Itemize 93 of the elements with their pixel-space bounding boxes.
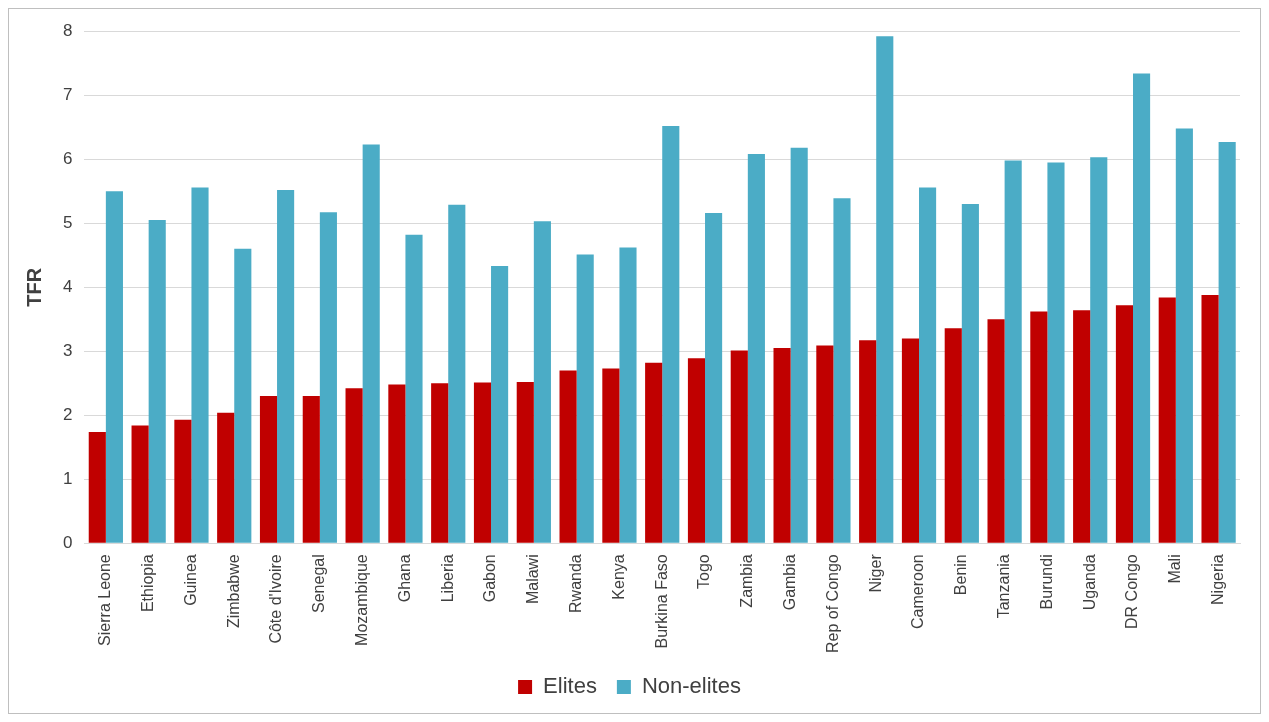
x-tick-label: DR Congo [1123,554,1141,629]
bar [619,247,637,543]
y-tick-label: 6 [62,148,73,168]
bar [259,396,278,543]
y-axis-title: TFR [22,267,45,307]
bar [602,368,620,543]
bar [987,319,1005,543]
bar [302,396,320,543]
y-tick-label: 3 [62,340,73,360]
bar [388,384,406,543]
bar [1030,311,1048,543]
x-tick-label: Benin [952,554,970,596]
bar [1218,141,1236,543]
bar [773,348,791,543]
x-tick-label: Zambia [738,554,756,608]
x-tick-label: Malawi [524,554,542,605]
x-tick-label: Mozambique [353,554,371,646]
bar [362,144,380,543]
bar [687,358,706,543]
y-tick-label: 7 [62,84,73,104]
x-tick-label: Mali [1166,554,1184,584]
x-tick-label: Cameroon [909,554,927,629]
bar [1158,297,1176,543]
bar [473,382,492,543]
bar [1004,160,1022,543]
bar [790,147,808,543]
x-tick-label: Rep of Congo [823,554,841,653]
bar [174,419,192,543]
bar [405,234,423,543]
bar [876,36,894,543]
bar [747,154,765,543]
bar [730,350,748,543]
bar [1175,128,1193,543]
bar [191,187,209,543]
bar [662,125,680,543]
x-tick-label: Uganda [1080,554,1098,611]
bar [901,338,920,543]
x-tick-label: Gambia [781,554,799,611]
bar [148,220,166,543]
y-tick-label: 2 [62,404,73,424]
bar [1133,73,1151,543]
y-tick-label: 1 [62,468,73,488]
x-tick-label: Burkina Faso [652,554,670,649]
x-tick-label: Guinea [181,554,199,606]
x-tick-label: Tanzania [995,554,1013,619]
bar [319,212,337,543]
x-tick-label: Rwanda [567,554,585,613]
bar [448,204,466,543]
bar [645,362,663,543]
bar [88,431,106,543]
bar [131,425,149,543]
x-tick-label: Ghana [395,554,413,603]
bar [944,328,962,543]
bar [491,266,509,543]
bar [516,381,534,543]
x-tick-label: Sierra Leone [96,554,114,646]
x-tick-label: Côte d'Ivoire [267,554,285,644]
bar [919,187,937,543]
y-tick-label: 5 [62,212,73,232]
bar [559,370,577,543]
bar [576,254,594,543]
y-tick-label: 0 [62,532,73,552]
bar [234,248,252,543]
bar [277,189,295,543]
x-tick-label: Gabon [481,554,499,603]
x-tick-label: Zimbabwe [224,554,242,629]
bar [816,345,834,543]
bar [431,383,449,543]
x-tick-label: Niger [866,553,884,593]
y-tick-label: 8 [62,20,73,40]
x-tick-label: Liberia [438,554,456,603]
bar [961,204,979,543]
bar [1201,294,1219,543]
bar [345,388,363,543]
bar [1073,310,1091,543]
x-tick-label: Burundi [1037,554,1055,610]
x-tick-label: Nigeria [1209,554,1227,605]
bar [105,191,123,543]
legend-label: Elites [543,673,597,699]
bar [1115,305,1134,543]
bar [1047,162,1065,543]
bar [705,212,723,543]
x-tick-label: Kenya [609,554,627,600]
bar [217,412,235,543]
x-tick-label: Senegal [310,554,328,613]
legend-label: Non-elites [641,673,741,699]
x-tick-label: Togo [695,554,713,589]
bar [1090,157,1108,543]
bar [533,221,551,543]
bar [859,340,877,543]
y-tick-label: 4 [62,276,73,296]
bar [833,198,851,543]
x-tick-label: Ethiopia [139,554,157,613]
